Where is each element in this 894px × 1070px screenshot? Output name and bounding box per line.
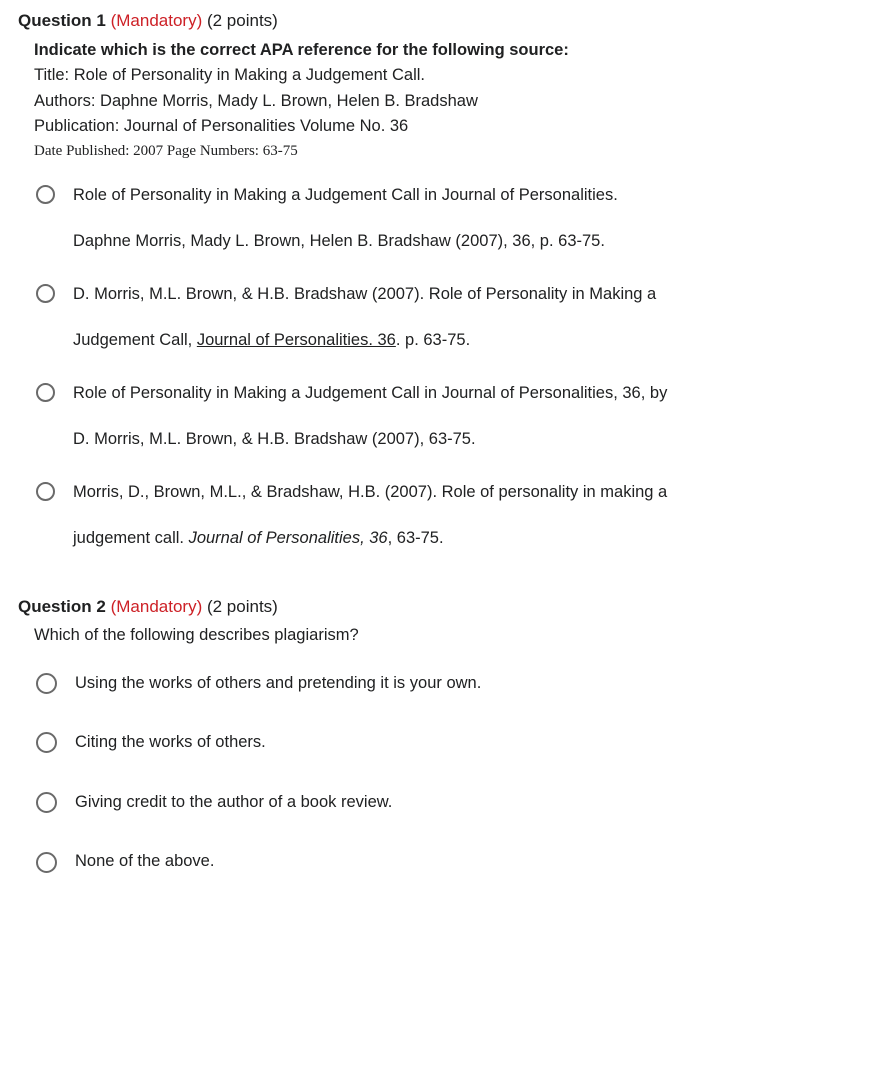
radio-icon[interactable] <box>36 185 55 204</box>
q1-opt3-p1: Role of Personality in Making a Judgemen… <box>73 381 667 407</box>
question-2-points: (2 points) <box>207 597 278 616</box>
question-2-body: Which of the following describes plagiar… <box>34 623 876 649</box>
q2-option-2-text: Citing the works of others. <box>75 730 266 756</box>
question-1-label: Question 1 <box>18 11 106 30</box>
q1-option-4-text: Morris, D., Brown, M.L., & Bradshaw, H.B… <box>73 480 667 551</box>
q1-opt1-p2: Daphne Morris, Mady L. Brown, Helen B. B… <box>73 229 618 255</box>
radio-icon[interactable] <box>36 284 55 303</box>
radio-icon[interactable] <box>36 673 57 694</box>
q1-prompt-line-1: Title: Role of Personality in Making a J… <box>34 63 876 89</box>
q1-option-3[interactable]: Role of Personality in Making a Judgemen… <box>36 381 876 452</box>
q2-option-1[interactable]: Using the works of others and pretending… <box>36 671 876 697</box>
q1-option-4[interactable]: Morris, D., Brown, M.L., & Bradshaw, H.B… <box>36 480 876 551</box>
question-1-mandatory: (Mandatory) <box>111 11 203 30</box>
q1-prompt-small: Date Published: 2007 Page Numbers: 63-75 <box>34 140 876 163</box>
question-2-label: Question 2 <box>18 597 106 616</box>
q1-opt1-p1: Role of Personality in Making a Judgemen… <box>73 183 618 209</box>
q1-opt2-p1: D. Morris, M.L. Brown, & H.B. Bradshaw (… <box>73 282 656 308</box>
q2-option-3-text: Giving credit to the author of a book re… <box>75 790 392 816</box>
q2-option-1-text: Using the works of others and pretending… <box>75 671 481 697</box>
question-2-header: Question 2 (Mandatory) (2 points) <box>18 594 876 620</box>
q1-opt4-p1: Morris, D., Brown, M.L., & Bradshaw, H.B… <box>73 480 667 506</box>
radio-icon[interactable] <box>36 732 57 753</box>
q1-prompt-bold: Indicate which is the correct APA refere… <box>34 38 876 64</box>
question-1-options: Role of Personality in Making a Judgemen… <box>36 183 876 552</box>
q1-prompt-line-3: Publication: Journal of Personalities Vo… <box>34 114 876 140</box>
question-1-body: Indicate which is the correct APA refere… <box>34 38 876 164</box>
radio-icon[interactable] <box>36 852 57 873</box>
q2-option-3[interactable]: Giving credit to the author of a book re… <box>36 790 876 816</box>
q2-option-2[interactable]: Citing the works of others. <box>36 730 876 756</box>
q1-option-1-text: Role of Personality in Making a Judgemen… <box>73 183 618 254</box>
q1-opt2-p2: Judgement Call, Journal of Personalities… <box>73 328 656 354</box>
q1-opt3-p2: D. Morris, M.L. Brown, & H.B. Bradshaw (… <box>73 427 667 453</box>
q1-option-3-text: Role of Personality in Making a Judgemen… <box>73 381 667 452</box>
question-2: Question 2 (Mandatory) (2 points) Which … <box>18 594 876 875</box>
question-2-mandatory: (Mandatory) <box>111 597 203 616</box>
q2-option-4-text: None of the above. <box>75 849 214 875</box>
q2-option-4[interactable]: None of the above. <box>36 849 876 875</box>
question-1-header: Question 1 (Mandatory) (2 points) <box>18 8 876 34</box>
question-1: Question 1 (Mandatory) (2 points) Indica… <box>18 8 876 552</box>
question-2-options: Using the works of others and pretending… <box>36 671 876 875</box>
q1-option-2[interactable]: D. Morris, M.L. Brown, & H.B. Bradshaw (… <box>36 282 876 353</box>
q1-option-1[interactable]: Role of Personality in Making a Judgemen… <box>36 183 876 254</box>
radio-icon[interactable] <box>36 383 55 402</box>
radio-icon[interactable] <box>36 792 57 813</box>
question-1-points: (2 points) <box>207 11 278 30</box>
q2-prompt: Which of the following describes plagiar… <box>34 623 876 649</box>
q1-opt4-p2: judgement call. Journal of Personalities… <box>73 526 667 552</box>
q1-option-2-text: D. Morris, M.L. Brown, & H.B. Bradshaw (… <box>73 282 656 353</box>
q1-prompt-line-2: Authors: Daphne Morris, Mady L. Brown, H… <box>34 89 876 115</box>
radio-icon[interactable] <box>36 482 55 501</box>
